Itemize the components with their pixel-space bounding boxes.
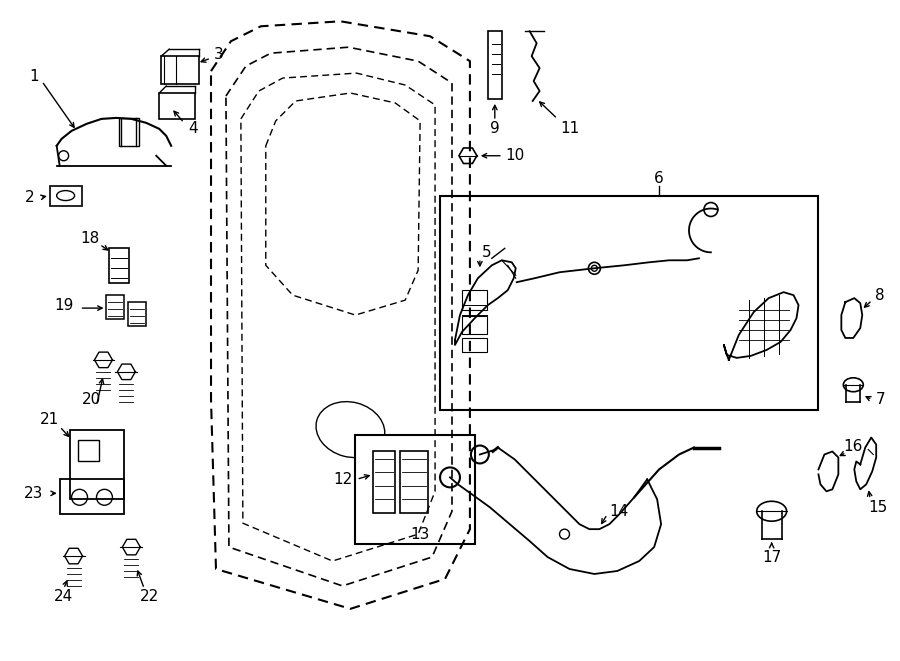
Text: 22: 22	[140, 590, 159, 604]
Bar	[161, 56, 199, 84]
Text: 2: 2	[25, 190, 34, 205]
Text: 8: 8	[876, 288, 885, 303]
Text: 1: 1	[29, 69, 39, 83]
Text: 24: 24	[54, 590, 73, 604]
Text: 17: 17	[762, 549, 781, 564]
Bar	[440, 196, 818, 410]
Text: 12: 12	[333, 472, 352, 487]
Bar	[59, 479, 124, 514]
Text: 15: 15	[868, 500, 887, 515]
Text: 23: 23	[24, 486, 43, 501]
Bar	[77, 440, 100, 461]
Text: 3: 3	[214, 47, 224, 61]
Text: 6: 6	[654, 171, 664, 186]
Bar	[356, 434, 475, 544]
Text: 18: 18	[80, 231, 99, 246]
Bar	[120, 118, 140, 146]
Text: 14: 14	[609, 504, 629, 519]
Text: 9: 9	[490, 122, 500, 136]
Bar	[106, 295, 124, 319]
Text: 13: 13	[410, 527, 430, 541]
Bar	[400, 451, 428, 513]
Text: 4: 4	[188, 122, 198, 136]
Text: 19: 19	[54, 297, 73, 313]
Bar	[374, 451, 395, 513]
Text: 7: 7	[876, 392, 885, 407]
Bar	[488, 31, 502, 99]
Bar	[110, 249, 130, 283]
Text: 21: 21	[40, 412, 59, 427]
Text: 11: 11	[560, 122, 579, 136]
Bar	[462, 290, 487, 310]
Bar	[159, 93, 195, 119]
Bar	[69, 430, 124, 499]
Text: 20: 20	[82, 392, 101, 407]
Text: 16: 16	[843, 439, 863, 454]
Bar	[50, 186, 82, 206]
Bar	[462, 338, 487, 352]
Text: 5: 5	[482, 245, 491, 260]
Text: 10: 10	[505, 148, 525, 163]
Bar	[129, 302, 147, 326]
Bar	[462, 316, 487, 334]
